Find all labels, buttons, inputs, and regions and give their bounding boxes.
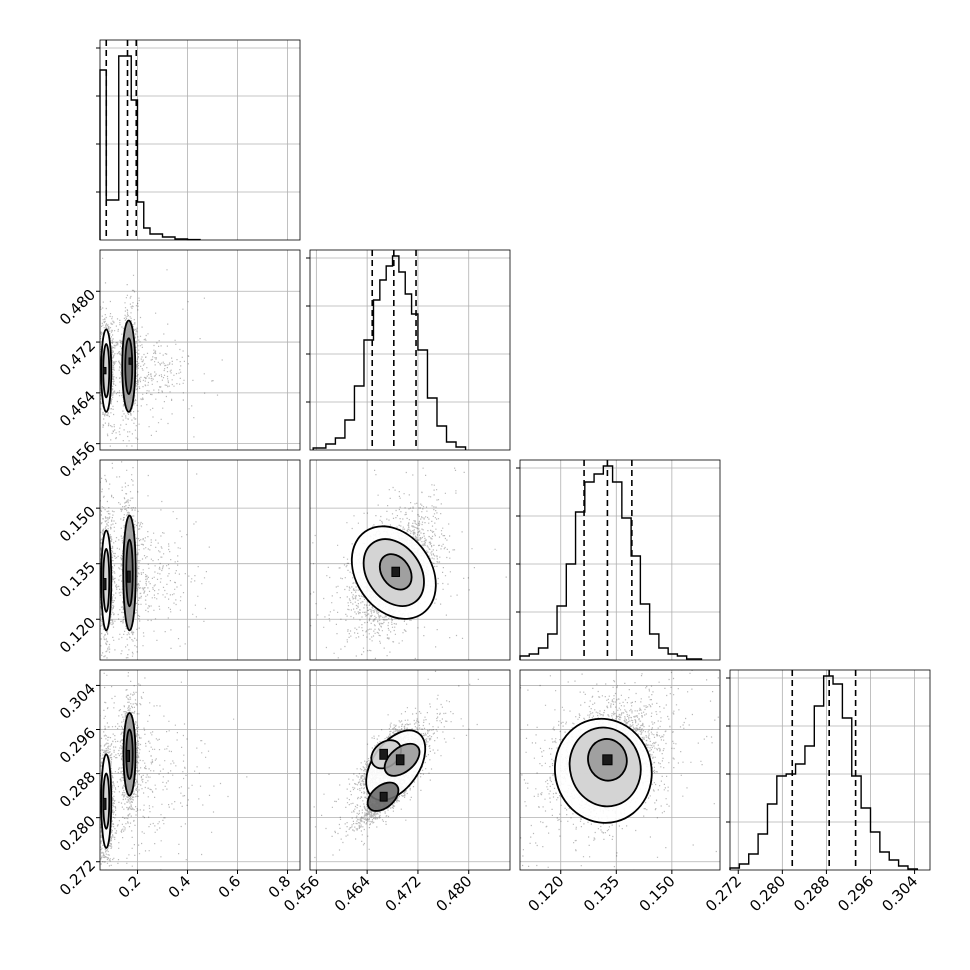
hist-frame-2: [519, 459, 721, 661]
contour-0-3: [124, 337, 134, 396]
pair-panel-2-0: [99, 459, 301, 661]
x-tick-label-3-1: 0.280: [746, 872, 789, 915]
y-tick-label-1-0: 0.456: [56, 438, 99, 481]
x-tick-label-3-3: 0.296: [834, 872, 877, 915]
density-peak-0-0: [102, 366, 107, 375]
density-peak-1-1: [126, 570, 131, 583]
x-tick-label-0-1: 0.4: [165, 872, 195, 902]
hist-frame-1: [309, 249, 511, 451]
density-peak-2-0: [391, 566, 401, 577]
pair-panel-3-1: [309, 669, 511, 871]
y-tick-label-3-1: 0.280: [56, 812, 99, 855]
y-tick-label-2-1: 0.135: [56, 558, 99, 601]
hist-frame-3: [729, 669, 931, 871]
pair-frame-2: [309, 459, 511, 661]
hist-frame-0: [99, 39, 301, 241]
x-tick-label-3-4: 0.304: [878, 872, 921, 915]
x-tick-label-0-0: 0.2: [115, 872, 145, 902]
y-tick-label-2-0: 0.120: [56, 614, 99, 657]
y-tick-label-1-2: 0.472: [56, 336, 99, 379]
hist-panel-bg-2: [520, 460, 720, 660]
x-tick-label-1-2: 0.472: [382, 872, 425, 915]
x-tick-label-3-0: 0.272: [702, 872, 745, 915]
density-peak-3-1: [126, 749, 130, 762]
x-tick-label-2-2: 0.150: [636, 872, 679, 915]
density-peak-3-0: [102, 797, 107, 810]
hist-step-1: [312, 255, 467, 450]
pair-panel-3-0: [99, 669, 301, 871]
y-tick-label-1-1: 0.464: [56, 387, 99, 430]
hist-step-3: [729, 675, 919, 870]
x-tick-label-0-2: 0.6: [215, 872, 245, 902]
x-tick-label-2-1: 0.135: [580, 872, 623, 915]
pair-panel-2-1: [309, 459, 511, 661]
hist-panel-bg-1: [310, 250, 510, 450]
hist-panel-bg-3: [730, 670, 930, 870]
hist-panel-1: [306, 249, 511, 451]
x-tick-label-1-1: 0.464: [331, 872, 374, 915]
x-tick-label-3-2: 0.288: [790, 872, 833, 915]
x-tick-label-2-0: 0.120: [524, 872, 567, 915]
pair-frame-0: [99, 249, 301, 451]
y-tick-label-1-3: 0.480: [56, 286, 99, 329]
density-peak-4-1: [395, 754, 405, 766]
y-tick-label-3-2: 0.288: [56, 768, 99, 811]
density-peak-4-2: [379, 791, 388, 802]
hist-step-0: [99, 55, 201, 241]
density-peak-5-0: [602, 754, 613, 766]
density-peak-4-0: [379, 748, 388, 760]
pair-frame-3: [99, 669, 301, 871]
hist-panel-3: [726, 669, 931, 871]
pair-panel-1-0: [99, 249, 301, 451]
pair-frame-4: [309, 669, 511, 871]
pair-frame-1: [99, 459, 301, 661]
density-peak-0-1: [128, 357, 133, 365]
hist-panel-0: [96, 39, 301, 241]
pair-panel-3-2: [519, 669, 721, 871]
hist-panel-2: [516, 459, 721, 661]
pair-frame-5: [519, 669, 721, 871]
y-tick-label-3-3: 0.296: [56, 724, 99, 767]
x-tick-label-1-3: 0.480: [432, 872, 475, 915]
y-tick-label-2-2: 0.150: [56, 502, 99, 545]
density-peak-1-0: [102, 578, 107, 591]
y-tick-label-3-0: 0.272: [56, 856, 99, 899]
y-tick-label-3-4: 0.304: [56, 680, 99, 723]
hist-panel-bg-0: [100, 40, 300, 240]
